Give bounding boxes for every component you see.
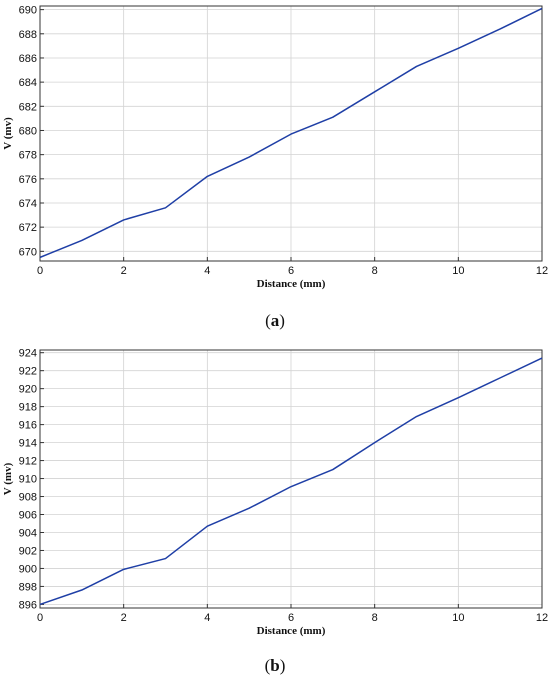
y-tick-label: 682: [19, 101, 37, 113]
y-tick-label: 910: [19, 474, 37, 486]
line-chart-a: 0 2 4 6 8 10 12 670 672 674 676 678 680 682 684 686 688 6…: [2, 5, 548, 290]
x-tick-label: 0: [37, 612, 43, 624]
y-tick-label: 918: [19, 402, 37, 414]
y-axis-title: V (mv): [2, 462, 14, 495]
x-tick-label: 0: [37, 265, 43, 277]
panel-label-b: b: [270, 656, 280, 675]
x-tick-label: 12: [536, 265, 548, 277]
x-tick-label: 6: [288, 612, 294, 624]
line-chart-b: 0 2 4 6 8 10 12 896 898 900 902 904 906 908 910 912 914 9…: [2, 348, 548, 637]
y-tick-label: 902: [19, 545, 37, 557]
x-tick-label: 4: [204, 612, 210, 624]
y-tick-label: 896: [19, 599, 37, 611]
y-tick-label: 916: [19, 420, 37, 432]
series-line: [39, 7, 543, 259]
y-tick-label: 900: [19, 563, 37, 575]
panel-caption-a: (a): [265, 311, 285, 330]
y-tick-label: 898: [19, 581, 37, 593]
panel-label-a: a: [270, 311, 280, 330]
y-tick-label: 920: [19, 384, 37, 396]
y-tick-label: 924: [19, 348, 37, 360]
x-axis-title: Distance (mm): [257, 625, 326, 637]
y-axis-title: V (mv): [2, 117, 14, 150]
y-tick-label: 678: [19, 150, 37, 162]
x-tick-label: 10: [452, 612, 464, 624]
y-tick-label: 922: [19, 366, 37, 378]
x-tick-label: 8: [372, 612, 378, 624]
series-line: [39, 357, 543, 606]
y-tick-label: 684: [19, 77, 37, 89]
x-axis-title: Distance (mm): [257, 278, 326, 290]
y-tick-label: 674: [19, 198, 37, 210]
y-tick-label: 904: [19, 527, 37, 539]
x-tick-label: 12: [536, 612, 548, 624]
panel-caption-b: (b): [264, 656, 286, 675]
y-tick-label: 688: [19, 29, 37, 41]
y-tick-label: 912: [19, 456, 37, 468]
y-tick-label: 686: [19, 53, 37, 65]
y-tick-label: 914: [19, 438, 37, 450]
y-tick-label: 906: [19, 510, 37, 522]
y-tick-label: 676: [19, 174, 37, 186]
x-tick-label: 10: [452, 265, 464, 277]
x-tick-label: 2: [121, 612, 127, 624]
x-tick-label: 4: [204, 265, 210, 277]
grid-lines: [39, 350, 543, 608]
x-tick-label: 2: [121, 265, 127, 277]
figure-panel-a: 0 2 4 6 8 10 12 670 672 674 676 678 680 682 684 686 688 6…: [2, 5, 548, 330]
y-tick-label: 690: [19, 5, 37, 17]
y-tick-label: 680: [19, 125, 37, 137]
y-tick-label: 670: [19, 246, 37, 258]
x-tick-label: 8: [372, 265, 378, 277]
y-tick-label: 672: [19, 222, 37, 234]
x-tick-label: 6: [288, 265, 294, 277]
figure-panel-b: 0 2 4 6 8 10 12 896 898 900 902 904 906 908 910 912 914 9…: [0, 343, 550, 686]
y-tick-label: 908: [19, 492, 37, 504]
